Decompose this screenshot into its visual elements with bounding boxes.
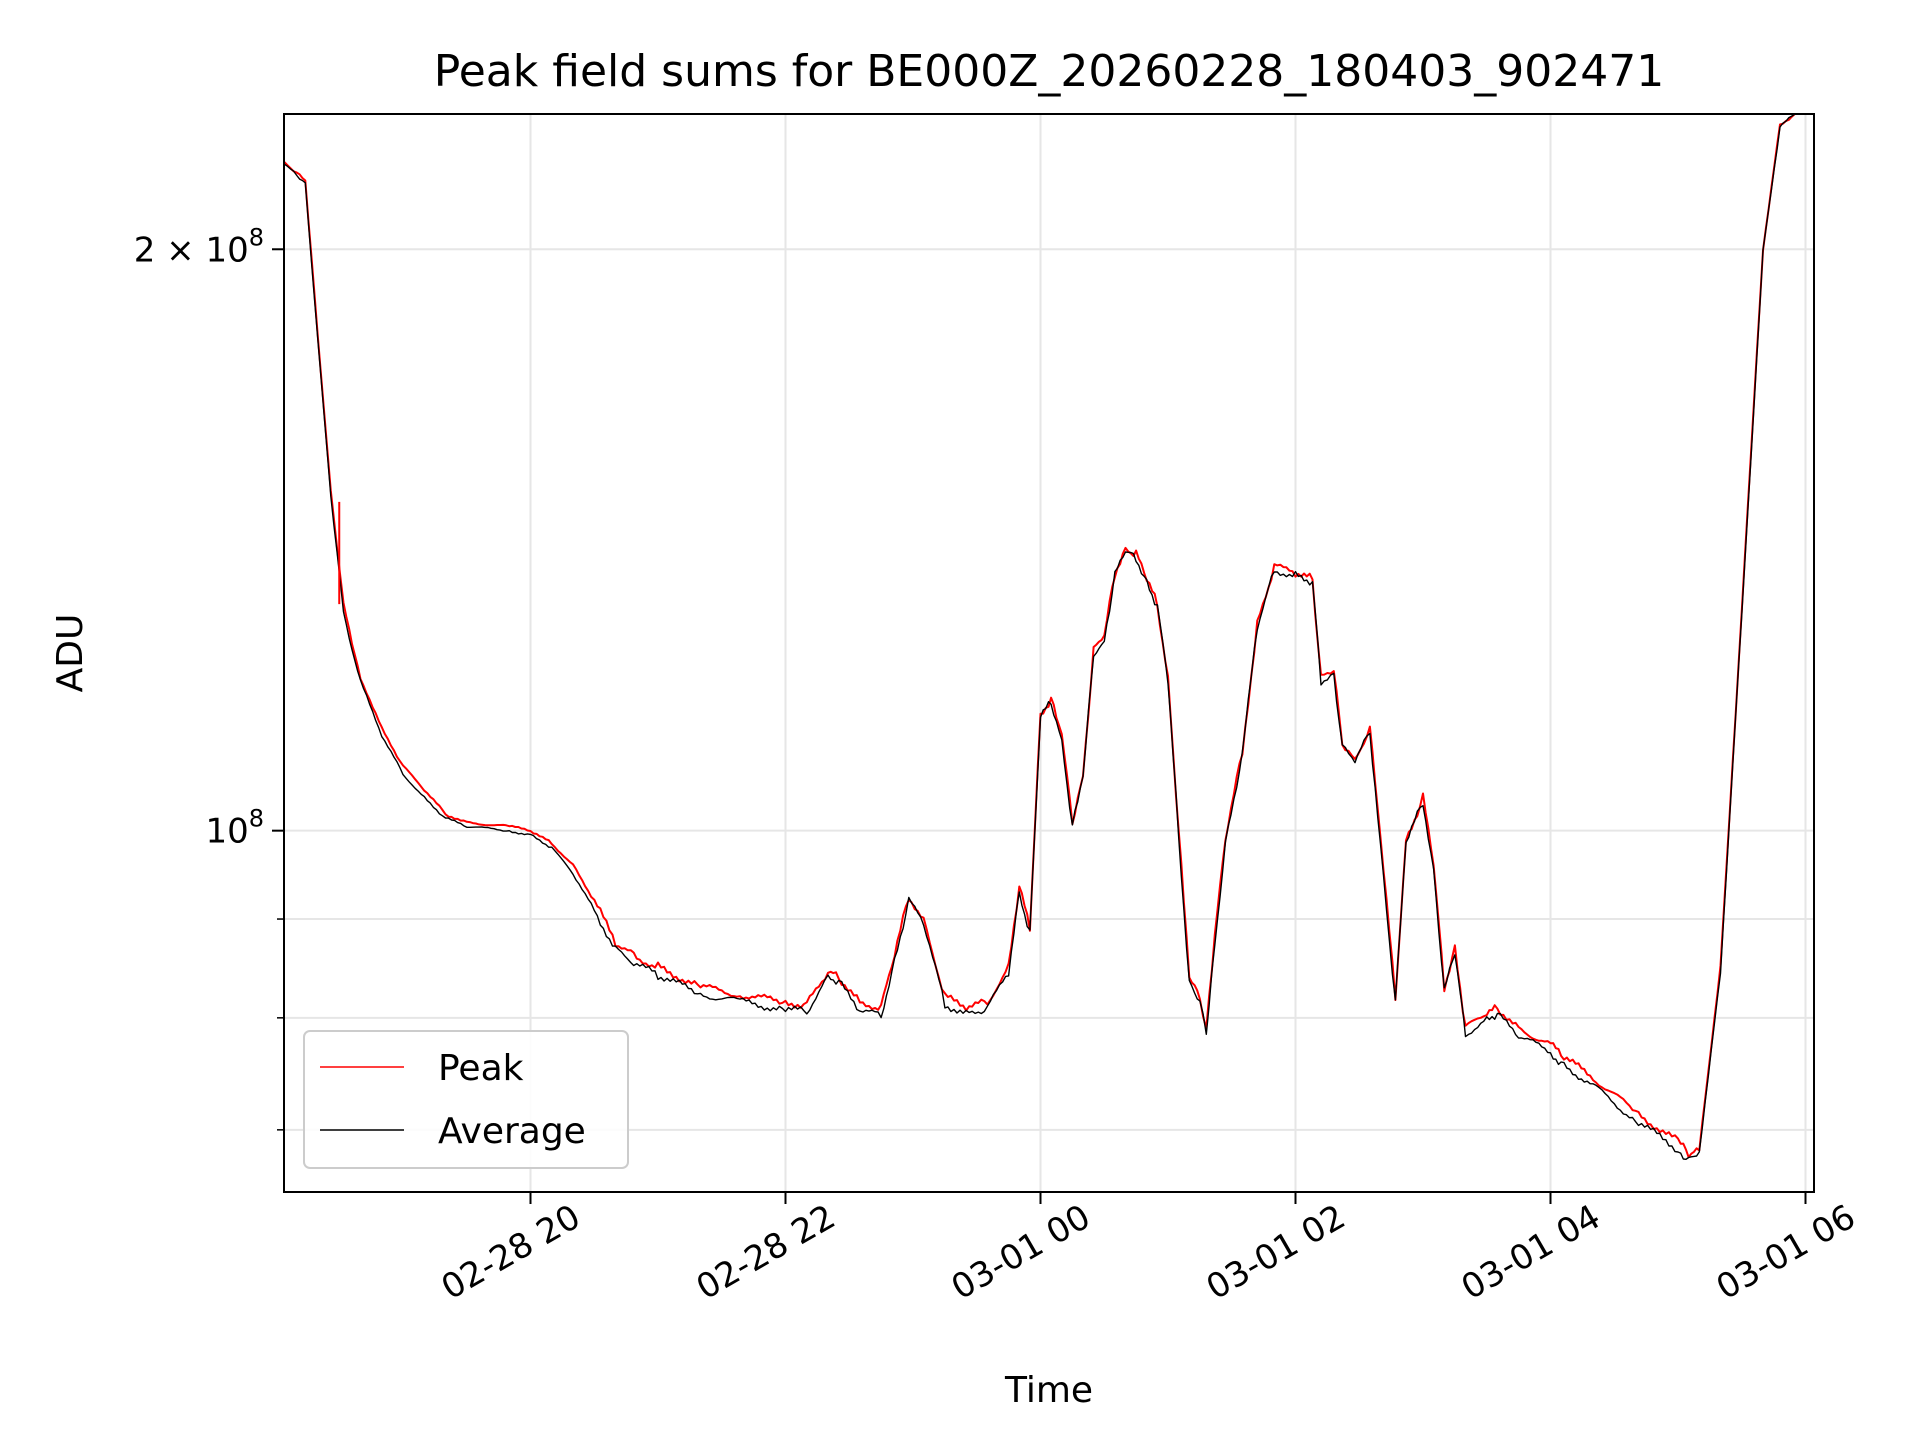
y-tick-label: 2 × 108 (134, 223, 264, 270)
series-layer (283, 113, 1796, 1161)
series-line-average (283, 113, 1796, 1161)
legend-label-average: Average (438, 1111, 586, 1152)
legend: Peak Average (303, 1030, 629, 1169)
x-axis-label: Time (1004, 1370, 1093, 1411)
y-tick-label: 108 (205, 805, 264, 852)
legend-box (303, 1030, 629, 1169)
grid-layer (284, 114, 1814, 1192)
plot-frame (283, 113, 1815, 1193)
series-line-peak (283, 113, 1796, 1159)
chart-title: Peak field sums for BE000Z_20260228_1804… (434, 46, 1664, 97)
legend-label-peak: Peak (438, 1048, 524, 1089)
y-axis-label: ADU (50, 614, 91, 693)
